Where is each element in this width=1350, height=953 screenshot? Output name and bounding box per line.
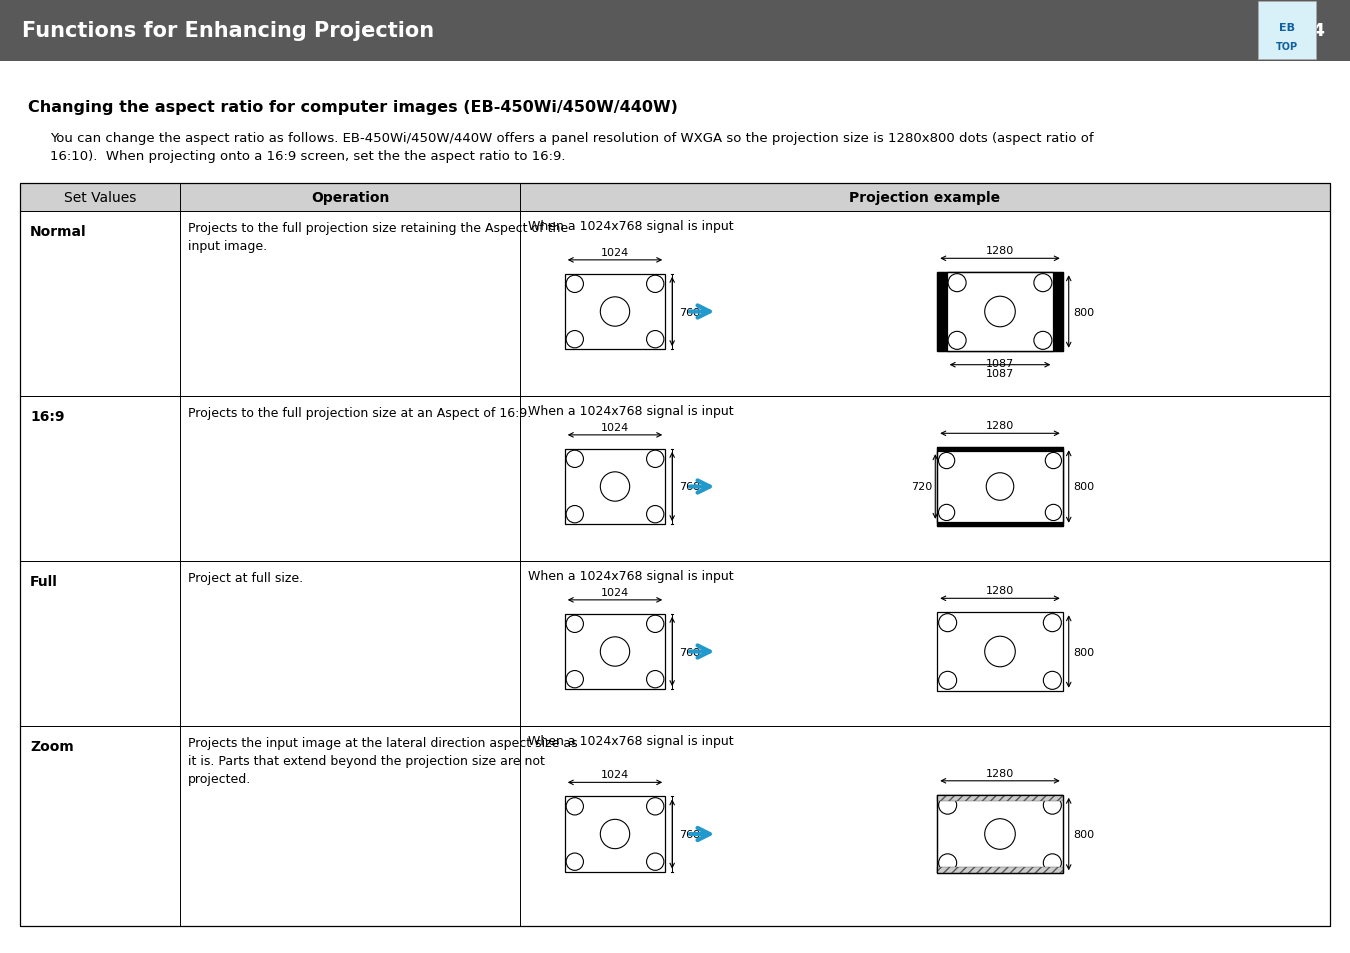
- Text: Zoom: Zoom: [30, 740, 74, 753]
- Text: 1280: 1280: [986, 768, 1014, 778]
- Text: 44: 44: [1300, 22, 1324, 40]
- Text: 768: 768: [679, 307, 701, 317]
- Bar: [20, 726, 1330, 926]
- Text: TOP: TOP: [1276, 42, 1299, 52]
- Text: 800: 800: [1073, 829, 1095, 840]
- Text: Set Values: Set Values: [63, 191, 136, 205]
- Text: 720: 720: [911, 482, 933, 492]
- Bar: [937, 795, 1062, 801]
- Text: 1280: 1280: [986, 246, 1014, 256]
- Text: 1280: 1280: [986, 586, 1014, 596]
- Text: 1024: 1024: [601, 248, 629, 257]
- Text: Project at full size.: Project at full size.: [188, 572, 304, 584]
- Bar: [937, 448, 1062, 526]
- Text: Functions for Enhancing Projection: Functions for Enhancing Projection: [22, 21, 435, 41]
- Text: 768: 768: [679, 647, 701, 657]
- Text: 1024: 1024: [601, 587, 629, 598]
- Text: 1024: 1024: [601, 422, 629, 433]
- Text: 16:9: 16:9: [30, 410, 65, 423]
- Bar: [1258, 2, 1316, 60]
- Text: Projects the input image at the lateral direction aspect size as
it is. Parts th: Projects the input image at the lateral …: [188, 737, 578, 785]
- Text: Normal: Normal: [30, 225, 86, 239]
- Text: Operation: Operation: [310, 191, 389, 205]
- Bar: [564, 615, 666, 689]
- Text: 768: 768: [679, 482, 701, 492]
- Text: Projection example: Projection example: [849, 191, 1000, 205]
- Bar: [937, 795, 1062, 873]
- Bar: [20, 212, 1330, 396]
- Text: When a 1024x768 signal is input: When a 1024x768 signal is input: [528, 569, 733, 582]
- Bar: [20, 396, 1330, 561]
- Bar: [946, 273, 1053, 352]
- Text: 16:10).  When projecting onto a 16:9 screen, set the the aspect ratio to 16:9.: 16:10). When projecting onto a 16:9 scre…: [50, 150, 566, 163]
- Bar: [937, 452, 1062, 522]
- Text: Projects to the full projection size retaining the Aspect of the
input image.: Projects to the full projection size ret…: [188, 222, 568, 253]
- Text: You can change the aspect ratio as follows. EB-450Wi/450W/440W offers a panel re: You can change the aspect ratio as follo…: [50, 132, 1094, 145]
- Bar: [937, 448, 1062, 526]
- Text: 1087: 1087: [986, 358, 1014, 368]
- Bar: [946, 273, 1053, 352]
- Text: Projects to the full projection size at an Aspect of 16:9.: Projects to the full projection size at …: [188, 407, 532, 419]
- Text: EB: EB: [1278, 23, 1295, 33]
- Bar: [937, 866, 1062, 873]
- Bar: [937, 273, 1062, 352]
- Bar: [937, 613, 1062, 691]
- Text: When a 1024x768 signal is input: When a 1024x768 signal is input: [528, 734, 733, 747]
- Text: 800: 800: [1073, 647, 1095, 657]
- Text: 800: 800: [1073, 482, 1095, 492]
- Text: Changing the aspect ratio for computer images (EB-450Wi/450W/440W): Changing the aspect ratio for computer i…: [28, 100, 678, 115]
- Text: 800: 800: [1073, 307, 1095, 317]
- Bar: [937, 452, 1062, 522]
- Bar: [20, 184, 1330, 212]
- Text: Full: Full: [30, 575, 58, 588]
- Text: 1024: 1024: [601, 770, 629, 780]
- Bar: [20, 184, 1330, 926]
- Bar: [0, 0, 1350, 62]
- Bar: [20, 561, 1330, 726]
- Bar: [937, 795, 1062, 873]
- Text: 1280: 1280: [986, 421, 1014, 431]
- Text: When a 1024x768 signal is input: When a 1024x768 signal is input: [528, 405, 733, 417]
- Bar: [564, 450, 666, 524]
- Text: 1087: 1087: [986, 368, 1014, 378]
- Bar: [937, 273, 1062, 352]
- Text: When a 1024x768 signal is input: When a 1024x768 signal is input: [528, 220, 733, 233]
- Bar: [564, 797, 666, 872]
- Bar: [564, 274, 666, 350]
- Text: 768: 768: [679, 829, 701, 840]
